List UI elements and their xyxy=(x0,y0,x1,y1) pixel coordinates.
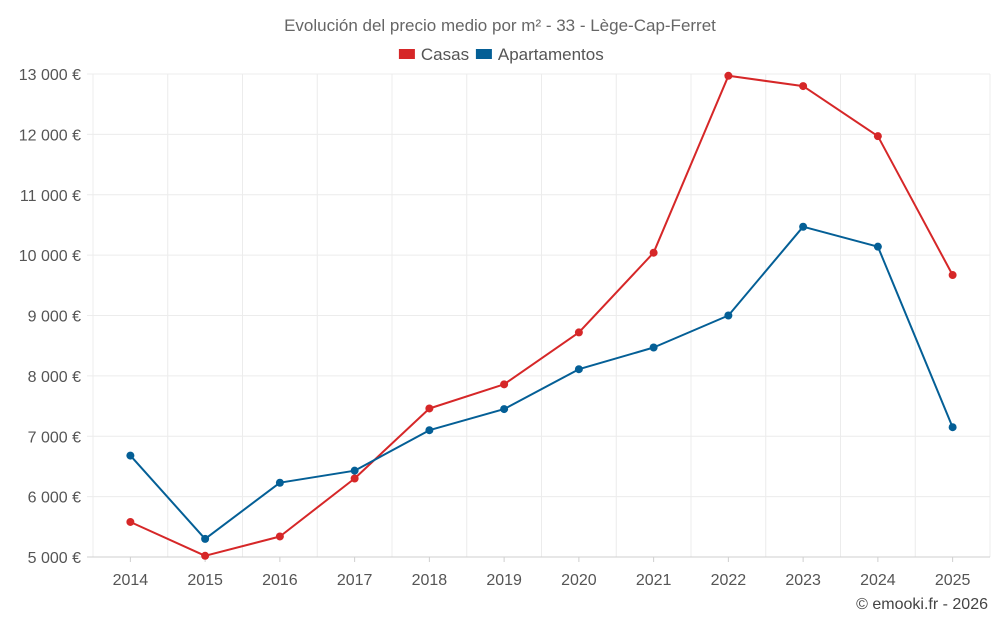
data-point-apartamentos[interactable] xyxy=(948,423,957,432)
y-tick-label: 13 000 € xyxy=(19,67,81,84)
y-tick-label: 7 000 € xyxy=(28,429,81,446)
x-tick-label: 2018 xyxy=(412,572,448,589)
copyright-text: © emooki.fr - 2026 xyxy=(856,596,988,613)
data-point-casas[interactable] xyxy=(275,532,284,541)
series-line-casas xyxy=(129,74,954,557)
data-point-casas[interactable] xyxy=(350,474,359,483)
legend: Casas Apartamentos xyxy=(398,45,604,64)
y-tick-label: 6 000 € xyxy=(28,490,81,507)
data-point-apartamentos[interactable] xyxy=(724,311,733,320)
x-tick-label: 2024 xyxy=(860,572,896,589)
y-tick-label: 9 000 € xyxy=(28,309,81,326)
chart-title: Evolución del precio medio por m² - 33 -… xyxy=(284,16,716,35)
grid xyxy=(87,73,991,558)
legend-label: Apartamentos xyxy=(498,45,604,64)
x-tick-label: 2023 xyxy=(785,572,821,589)
data-point-casas[interactable] xyxy=(948,271,957,280)
x-tick-label: 2014 xyxy=(113,572,149,589)
data-point-casas[interactable] xyxy=(724,71,733,80)
data-point-casas[interactable] xyxy=(873,132,882,141)
y-tick-label: 11 000 € xyxy=(20,188,81,205)
legend-swatch xyxy=(398,49,415,59)
y-axis-ticks: 5 000 € 6 000 € 7 000 € 8 000 € 9 000 € 10 00… xyxy=(19,67,81,567)
data-point-apartamentos[interactable] xyxy=(574,365,583,374)
data-point-apartamentos[interactable] xyxy=(350,466,359,475)
x-tick-label: 2016 xyxy=(262,572,298,589)
series-layer xyxy=(126,71,957,560)
data-point-casas[interactable] xyxy=(649,248,658,257)
x-tick-label: 2019 xyxy=(486,572,522,589)
data-point-apartamentos[interactable] xyxy=(799,222,808,231)
legend-item-apartamentos[interactable]: Apartamentos xyxy=(475,45,604,64)
y-tick-label: 10 000 € xyxy=(19,248,81,265)
data-point-apartamentos[interactable] xyxy=(873,242,882,251)
data-point-casas[interactable] xyxy=(574,328,583,337)
data-point-apartamentos[interactable] xyxy=(425,426,434,435)
legend-swatch xyxy=(475,49,492,59)
data-point-casas[interactable] xyxy=(126,517,135,526)
x-tick-label: 2025 xyxy=(935,572,971,589)
data-point-casas[interactable] xyxy=(201,551,210,560)
data-point-casas[interactable] xyxy=(500,380,509,389)
data-point-casas[interactable] xyxy=(425,404,434,413)
x-tick-label: 2015 xyxy=(187,572,223,589)
data-point-apartamentos[interactable] xyxy=(201,534,210,543)
x-tick-label: 2017 xyxy=(337,572,373,589)
x-tick-label: 2021 xyxy=(636,572,672,589)
data-point-apartamentos[interactable] xyxy=(275,478,284,487)
legend-item-casas[interactable]: Casas xyxy=(398,45,469,64)
legend-label: Casas xyxy=(421,45,469,64)
series-line-apartamentos xyxy=(129,225,954,540)
data-point-apartamentos[interactable] xyxy=(500,405,509,414)
y-tick-label: 8 000 € xyxy=(28,369,81,386)
data-point-apartamentos[interactable] xyxy=(649,343,658,352)
x-axis-ticks: 2014 2015 2016 2017 2018 2019 2020 2021 2022 2023… xyxy=(113,557,971,589)
x-tick-label: 2022 xyxy=(711,572,747,589)
x-tick-label: 2020 xyxy=(561,572,597,589)
data-point-casas[interactable] xyxy=(799,82,808,91)
data-point-apartamentos[interactable] xyxy=(126,451,135,460)
y-tick-label: 5 000 € xyxy=(28,550,81,567)
y-tick-label: 12 000 € xyxy=(19,127,81,144)
